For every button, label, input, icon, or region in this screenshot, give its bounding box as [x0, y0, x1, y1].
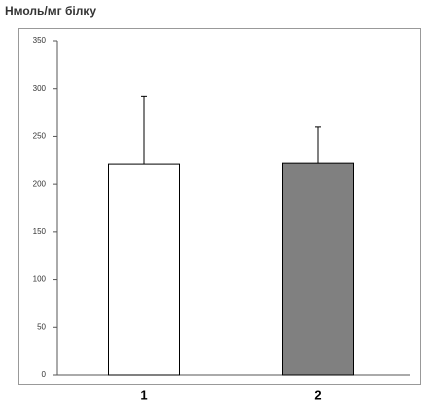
y-tick-label: 50 — [37, 322, 46, 331]
y-tick-label: 100 — [33, 275, 47, 284]
y-tick-label: 150 — [33, 227, 47, 236]
x-tick-label: 1 — [140, 387, 147, 402]
y-tick-label: 350 — [33, 36, 47, 45]
bar — [108, 163, 180, 376]
y-tick-label: 250 — [33, 132, 47, 141]
x-tick-label: 2 — [314, 387, 321, 402]
y-tick-label: 200 — [33, 179, 47, 188]
chart-frame — [18, 28, 421, 385]
bar — [282, 162, 354, 376]
y-tick-label: 300 — [33, 84, 47, 93]
y-axis-label: Нмоль/мг білку — [5, 4, 96, 18]
y-tick-label: 0 — [42, 370, 47, 379]
